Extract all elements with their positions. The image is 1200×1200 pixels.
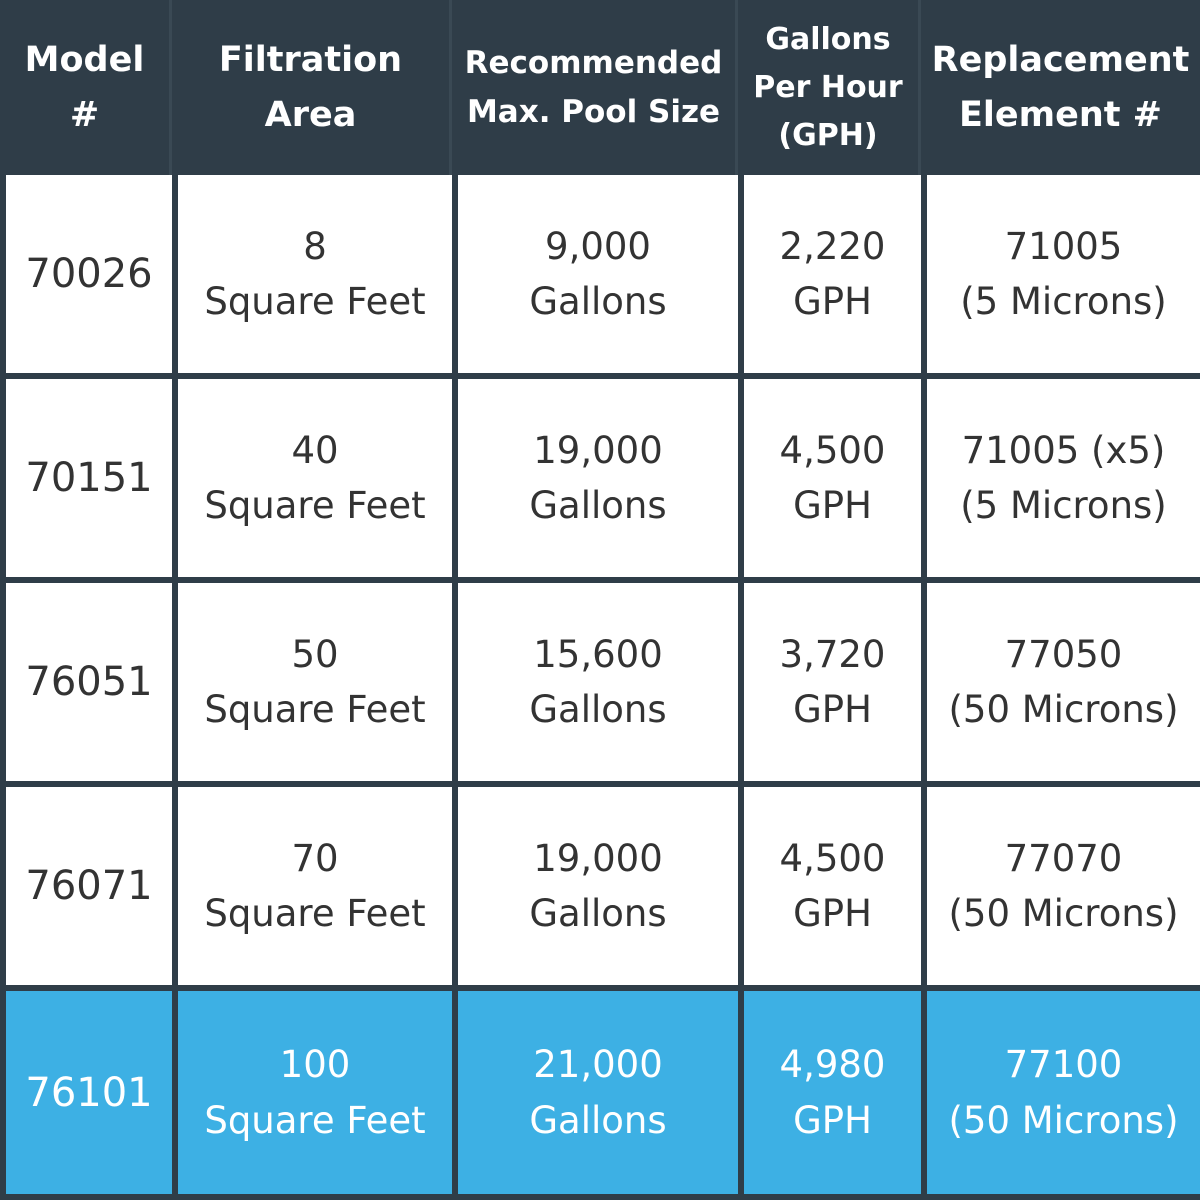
table-row-1-pool: 19,000 Gallons <box>452 379 738 583</box>
row-1-pool-unit: Gallons <box>529 484 667 527</box>
row-0-area-value: 8 <box>303 224 327 268</box>
header-gph-line2: Per Hour <box>753 69 903 105</box>
row-0-gph-unit: GPH <box>793 280 872 323</box>
row-3-element-value: 77070 <box>1004 836 1123 880</box>
row-1-area-unit: Square Feet <box>204 484 426 527</box>
row-3-element-micron: (50 Microns) <box>948 892 1179 935</box>
table-row-0-area: 8 Square Feet <box>172 175 452 379</box>
header-model-line2: # <box>69 94 100 135</box>
header-gph-line1: Gallons <box>765 21 891 57</box>
row-2-area-value: 50 <box>291 632 339 676</box>
table-row-1-gph: 4,500 GPH <box>738 379 921 583</box>
header-pool-line2: Max. Pool Size <box>466 93 721 130</box>
header-area-line1: Filtration <box>218 40 403 81</box>
table-row-0-element: 71005 (5 Microns) <box>921 175 1200 379</box>
header-model: Model # <box>0 0 172 175</box>
header-model-line1: Model <box>24 40 145 81</box>
table-row-4-gph: 4,980 GPH <box>738 991 921 1200</box>
row-3-gph-value: 4,500 <box>779 836 886 880</box>
row-1-element-micron: (5 Microns) <box>960 484 1167 527</box>
header-element-line2: Element # <box>958 94 1162 135</box>
row-4-gph-value: 4,980 <box>779 1043 886 1086</box>
table-row-3-gph: 4,500 GPH <box>738 787 921 991</box>
row-0-gph-value: 2,220 <box>779 224 886 268</box>
table-row-0-pool: 9,000 Gallons <box>452 175 738 379</box>
table-row-2-pool: 15,600 Gallons <box>452 583 738 787</box>
row-4-element-value: 77100 <box>1004 1043 1123 1086</box>
table-row-3-pool: 19,000 Gallons <box>452 787 738 991</box>
row-4-area-value: 100 <box>279 1043 351 1086</box>
table-row-4-element: 77100 (50 Microns) <box>921 991 1200 1200</box>
table-row-0-gph: 2,220 GPH <box>738 175 921 379</box>
header-pool-size: Recommended Max. Pool Size <box>452 0 738 175</box>
table-row-3-element: 77070 (50 Microns) <box>921 787 1200 991</box>
header-replacement-element: Replacement Element # <box>921 0 1200 175</box>
header-gph: Gallons Per Hour (GPH) <box>738 0 921 175</box>
table-row-1-element: 71005 (x5) (5 Microns) <box>921 379 1200 583</box>
row-1-element-value: 71005 (x5) <box>961 428 1166 472</box>
table-row-2-element: 77050 (50 Microns) <box>921 583 1200 787</box>
header-filtration-area: Filtration Area <box>172 0 452 175</box>
row-0-element-micron: (5 Microns) <box>960 280 1167 323</box>
row-4-pool-value: 21,000 <box>533 1043 663 1086</box>
table-row-1-model: 70151 <box>0 379 172 583</box>
row-2-gph-value: 3,720 <box>779 632 886 676</box>
header-pool-line1: Recommended <box>464 45 723 82</box>
header-element-line1: Replacement <box>931 40 1190 81</box>
row-4-area-unit: Square Feet <box>204 1098 426 1142</box>
table-row-2-model: 76051 <box>0 583 172 787</box>
row-4-gph-unit: GPH <box>793 1098 872 1142</box>
header-area-line2: Area <box>264 94 357 135</box>
row-2-pool-value: 15,600 <box>533 632 663 676</box>
table-row-3-area: 70 Square Feet <box>172 787 452 991</box>
row-4-pool-unit: Gallons <box>529 1098 667 1142</box>
row-1-gph-value: 4,500 <box>779 428 886 472</box>
row-3-area-value: 70 <box>291 836 339 880</box>
row-2-pool-unit: Gallons <box>529 688 667 731</box>
header-gph-line3: (GPH) <box>778 117 878 153</box>
row-2-element-value: 77050 <box>1004 632 1123 676</box>
row-2-element-micron: (50 Microns) <box>948 688 1179 731</box>
row-2-gph-unit: GPH <box>793 688 872 731</box>
table-row-2-gph: 3,720 GPH <box>738 583 921 787</box>
table-row-1-area: 40 Square Feet <box>172 379 452 583</box>
row-1-gph-unit: GPH <box>793 484 872 527</box>
row-0-area-unit: Square Feet <box>204 280 426 323</box>
table-row-4-model: 76101 <box>0 991 172 1200</box>
table-row-0-model: 70026 <box>0 175 172 379</box>
row-0-element-value: 71005 <box>1004 224 1123 268</box>
table-row-4-area: 100 Square Feet <box>172 991 452 1200</box>
row-0-pool-unit: Gallons <box>529 280 667 323</box>
row-0-pool-value: 9,000 <box>545 224 651 268</box>
table-row-2-area: 50 Square Feet <box>172 583 452 787</box>
row-3-pool-value: 19,000 <box>533 836 663 880</box>
row-2-area-unit: Square Feet <box>204 688 426 731</box>
row-3-area-unit: Square Feet <box>204 892 426 935</box>
table-row-4-pool: 21,000 Gallons <box>452 991 738 1200</box>
row-1-pool-value: 19,000 <box>533 428 663 472</box>
row-3-pool-unit: Gallons <box>529 892 667 935</box>
row-1-area-value: 40 <box>291 428 339 472</box>
row-3-gph-unit: GPH <box>793 892 872 935</box>
row-4-element-micron: (50 Microns) <box>948 1098 1179 1142</box>
table-row-3-model: 76071 <box>0 787 172 991</box>
